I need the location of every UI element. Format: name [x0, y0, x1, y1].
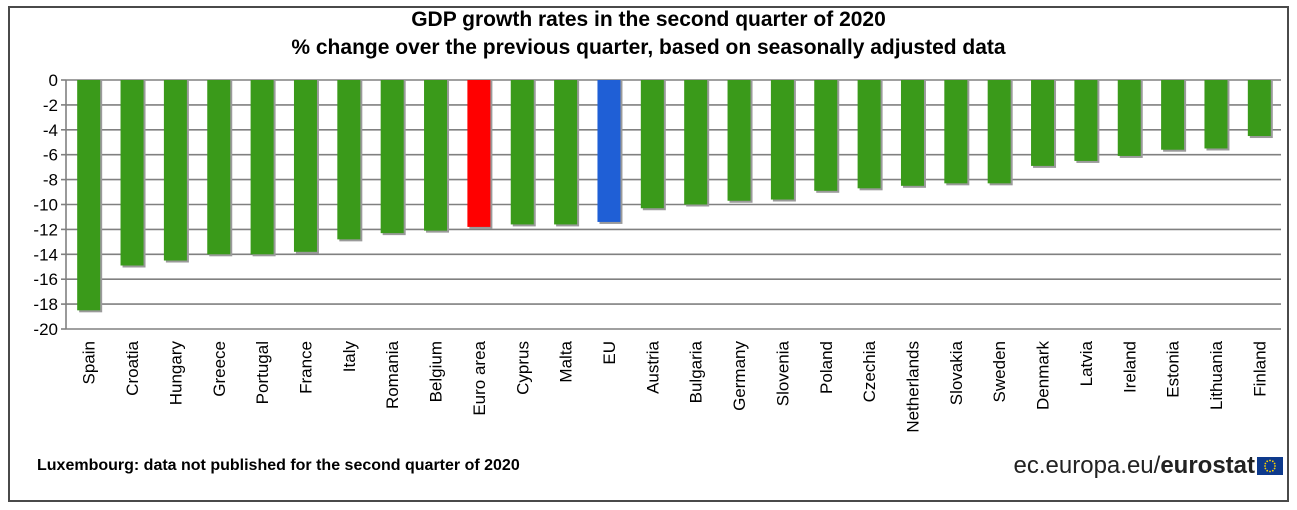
x-tick-label: Germany — [730, 341, 749, 411]
x-tick-label: Estonia — [1164, 340, 1183, 397]
x-tick-label: Slovakia — [947, 340, 966, 405]
bar-malta — [554, 80, 578, 225]
bar-croatia — [120, 80, 144, 266]
x-tick-label: Czechia — [860, 340, 879, 402]
x-tick-label: Greece — [210, 341, 229, 397]
bar-italy — [337, 80, 361, 240]
y-tick-label: -2 — [43, 96, 58, 115]
x-tick-label: Spain — [80, 341, 99, 384]
x-tick-label: Austria — [643, 340, 662, 393]
brand-name: eurostat — [1160, 452, 1255, 479]
x-tick-label: Lithuania — [1207, 340, 1226, 410]
eurostat-brand: ec.europa.eu/eurostat — [1014, 452, 1283, 480]
bar-latvia — [1074, 80, 1098, 161]
x-tick-label: Bulgaria — [687, 340, 706, 403]
bar-germany — [727, 80, 751, 201]
x-tick-label: Ireland — [1120, 341, 1139, 393]
bar-bulgaria — [684, 80, 708, 205]
x-tick-label: France — [296, 341, 315, 394]
x-tick-label: Hungary — [166, 341, 185, 406]
y-tick-label: -4 — [43, 121, 58, 140]
y-tick-label: -18 — [33, 295, 58, 314]
bar-slovenia — [770, 80, 794, 200]
x-tick-label: Malta — [557, 340, 576, 382]
bar-slovakia — [944, 80, 968, 184]
y-tick-label: -8 — [43, 171, 58, 190]
bar-netherlands — [900, 80, 924, 186]
bar-poland — [814, 80, 838, 191]
y-tick-label: -16 — [33, 270, 58, 289]
y-tick-label: 0 — [49, 71, 58, 90]
x-tick-label: Sweden — [990, 341, 1009, 402]
bar-euro-area — [467, 80, 491, 227]
eu-flag-icon — [1257, 457, 1283, 475]
bar-ireland — [1117, 80, 1141, 156]
bar-greece — [207, 80, 231, 255]
bar-finland — [1247, 80, 1271, 137]
bar-lithuania — [1204, 80, 1228, 149]
x-tick-label: Romania — [383, 340, 402, 409]
bar-eu — [597, 80, 621, 222]
chart-title: GDP growth rates in the second quarter o… — [411, 8, 886, 31]
x-tick-label: Slovenia — [773, 340, 792, 406]
x-tick-label: Croatia — [123, 340, 142, 395]
x-tick-label: Portugal — [253, 341, 272, 404]
bar-portugal — [250, 80, 274, 255]
bar-estonia — [1161, 80, 1185, 150]
bar-czechia — [857, 80, 881, 189]
footnote: Luxembourg: data not published for the s… — [37, 457, 520, 474]
y-tick-label: -12 — [33, 220, 58, 239]
x-tick-label: Italy — [340, 341, 359, 373]
x-tick-label: Belgium — [427, 341, 446, 402]
y-tick-label: -6 — [43, 146, 58, 165]
x-tick-label: Euro area — [470, 340, 489, 415]
bar-hungary — [163, 80, 187, 261]
bar-denmark — [1031, 80, 1055, 166]
x-tick-label: Finland — [1250, 341, 1269, 397]
bar-sweden — [987, 80, 1011, 184]
x-tick-label: Latvia — [1077, 340, 1096, 386]
bar-austria — [640, 80, 664, 209]
bar-cyprus — [510, 80, 534, 225]
bar-belgium — [424, 80, 448, 231]
bar-spain — [77, 80, 101, 311]
x-tick-label: Cyprus — [513, 341, 532, 395]
x-tick-label: EU — [600, 341, 619, 365]
y-tick-label: -20 — [33, 320, 58, 339]
y-tick-label: -14 — [33, 245, 58, 264]
x-tick-label: Denmark — [1034, 341, 1053, 410]
x-tick-label: Netherlands — [903, 341, 922, 433]
chart-subtitle: % change over the previous quarter, base… — [291, 36, 1006, 59]
x-tick-label: Poland — [817, 341, 836, 394]
brand-domain: ec.europa.eu/ — [1013, 452, 1161, 479]
bar-france — [293, 80, 317, 252]
y-tick-label: -10 — [33, 196, 58, 215]
bar-romania — [380, 80, 404, 234]
